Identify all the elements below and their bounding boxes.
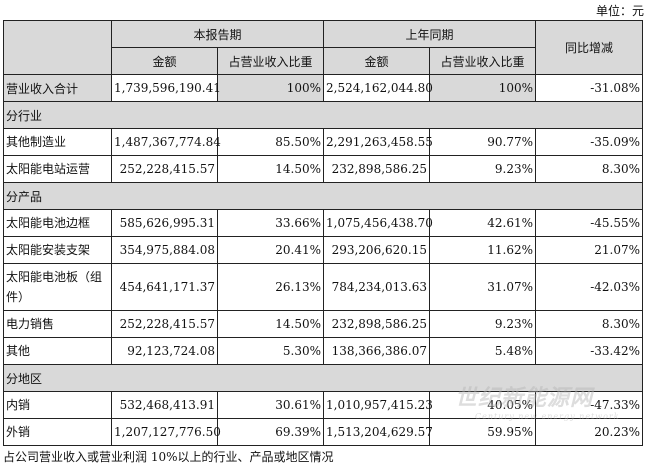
table-row: 其他 92,123,724.08 5.30% 138,366,386.07 5.48% -… <box>3 337 644 365</box>
header-share: 占营业收入比重 <box>429 47 537 75</box>
prior-amount: 1,075,456,438.70 <box>323 209 433 237</box>
footer-note: 占公司营业收入或营业利润 10%以上的行业、产品或地区情况 <box>3 450 334 464</box>
yoy: -35.09% <box>535 128 644 156</box>
yoy: -42.03% <box>535 263 644 311</box>
prior-amount: 293,206,620.15 <box>323 236 431 264</box>
header-current: 本报告期 <box>110 20 325 48</box>
prior-pct: 11.62% <box>429 236 537 264</box>
cur-pct: 14.50% <box>216 310 325 338</box>
total-label: 营业收入合计 <box>3 74 112 102</box>
cur-amount: 454,641,171.37 <box>111 263 218 311</box>
row-label: 外销 <box>3 418 112 446</box>
prior-amount: 784,234,013.63 <box>323 263 431 311</box>
unit-label: 单位：元 <box>595 4 644 18</box>
prior-amount: 138,366,386.07 <box>323 337 431 365</box>
cur-pct: 30.61% <box>216 391 325 419</box>
prior-amount: 1,513,204,629.57 <box>323 418 433 446</box>
prior-pct: 40.05% <box>429 391 537 419</box>
row-label: 其他 <box>3 337 112 365</box>
yoy: -45.55% <box>535 209 644 237</box>
cur-amount: 1,487,367,774.84 <box>111 128 221 156</box>
total-prior-amount: 2,524,162,044.80 <box>323 74 433 102</box>
cur-amount: 252,228,415.57 <box>111 310 218 338</box>
section-title: 分行业 <box>2 101 644 129</box>
row-label: 太阳能安装支架 <box>3 236 112 264</box>
prior-amount: 232,898,586.25 <box>323 155 431 183</box>
header-prior: 上年同期 <box>323 20 537 48</box>
cur-amount: 1,207,127,776.50 <box>111 418 221 446</box>
revenue-table: 本报告期 上年同期 同比增减 金额 占营业收入比重 金额 占营业收入比重 营业收… <box>2 20 644 446</box>
table-row: 其他制造业 1,487,367,774.84 85.50% 2,291,263,458… <box>3 128 644 156</box>
cur-pct: 14.50% <box>216 155 325 183</box>
header-share: 占营业收入比重 <box>216 47 325 75</box>
cur-amount: 585,626,995.31 <box>111 209 218 237</box>
cur-amount: 354,975,884.08 <box>111 236 218 264</box>
yoy: -47.33% <box>535 391 644 419</box>
header-row-2: 金额 占营业收入比重 金额 占营业收入比重 <box>4 47 643 75</box>
total-cur-amount: 1,739,596,190.41 <box>111 74 221 102</box>
cur-pct: 85.50% <box>216 128 325 156</box>
table-row: 电力销售 252,228,415.57 14.50% 232,898,586.25 9.… <box>3 310 644 338</box>
prior-amount: 232,898,586.25 <box>323 310 431 338</box>
prior-pct: 9.23% <box>429 310 537 338</box>
table-row: 太阳能安装支架 354,975,884.08 20.41% 293,206,620.1… <box>3 236 644 264</box>
row-label: 太阳能电池边框 <box>3 209 112 237</box>
header-yoy: 同比增减 <box>535 20 644 75</box>
prior-amount: 1,010,957,415.23 <box>323 391 433 419</box>
watermark-logo: 世纪新能源网 Century new energy network <box>455 385 620 421</box>
cur-pct: 33.66% <box>216 209 325 237</box>
row-label: 其他制造业 <box>3 128 112 156</box>
row-label: 电力销售 <box>3 310 112 338</box>
table-row: 太阳能电池边框 585,626,995.31 33.66% 1,075,456,438… <box>3 209 644 237</box>
header-blank <box>3 20 112 75</box>
cur-pct: 20.41% <box>216 236 325 264</box>
prior-pct: 9.23% <box>429 155 537 183</box>
section-title: 分产品 <box>2 182 644 210</box>
header-amount: 金额 <box>323 47 431 75</box>
table-row: 太阳能电池板（组件） 454,641,171.37 26.13% 784,234,01… <box>3 263 644 311</box>
total-prior-pct: 100% <box>429 74 537 102</box>
cur-pct: 5.30% <box>216 337 325 365</box>
total-yoy: -31.08% <box>535 74 644 102</box>
cur-amount: 532,468,413.91 <box>111 391 218 419</box>
cur-pct: 69.39% <box>216 418 325 446</box>
yoy: 8.30% <box>535 310 644 338</box>
cur-pct: 26.13% <box>216 263 325 311</box>
yoy: 8.30% <box>535 155 644 183</box>
prior-pct: 42.61% <box>429 209 537 237</box>
row-label: 太阳能电站运营 <box>3 155 112 183</box>
table-row: 太阳能电站运营 252,228,415.57 14.50% 232,898,586.2… <box>3 155 644 183</box>
prior-pct: 90.77% <box>429 128 537 156</box>
section-row: 分产品 <box>2 182 644 210</box>
yoy: 21.07% <box>535 236 644 264</box>
yoy: -33.42% <box>535 337 644 365</box>
row-label: 太阳能电池板（组件） <box>3 263 112 311</box>
header-row-1: 本报告期 上年同期 同比增减 <box>3 20 644 75</box>
table-row: 外销 1,207,127,776.50 69.39% 1,513,204,629.57… <box>3 418 644 446</box>
row-label: 内销 <box>3 391 112 419</box>
cur-amount: 92,123,724.08 <box>111 337 218 365</box>
prior-pct: 5.48% <box>429 337 537 365</box>
header-amount: 金额 <box>111 47 218 75</box>
prior-amount: 2,291,263,458.55 <box>323 128 433 156</box>
cur-amount: 252,228,415.57 <box>111 155 218 183</box>
total-cur-pct: 100% <box>216 74 325 102</box>
total-row: 营业收入合计 1,739,596,190.41 100% 2,524,162,0… <box>3 74 644 102</box>
yoy: 20.23% <box>535 418 644 446</box>
prior-pct: 31.07% <box>429 263 537 311</box>
section-row: 分行业 <box>2 101 644 129</box>
prior-pct: 59.95% <box>429 418 537 446</box>
